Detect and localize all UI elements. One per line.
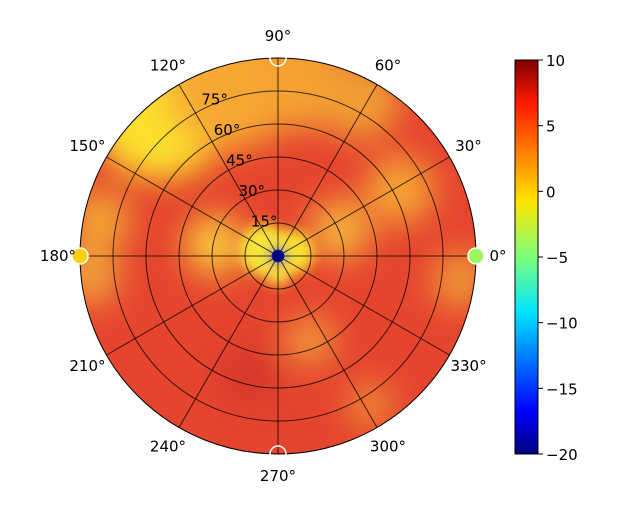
marker-open <box>269 445 287 463</box>
angular-tick-label: 270° <box>260 467 296 485</box>
colorbar-tick-label: 10 <box>546 52 565 70</box>
colorbar-tick-label: −10 <box>546 315 578 333</box>
colorbar-tick-label: −20 <box>546 446 578 464</box>
angular-tick-label: 180° <box>40 247 76 265</box>
radial-gridline <box>145 123 411 389</box>
angular-tick-label: 300° <box>370 438 406 456</box>
radial-gridline <box>112 90 444 422</box>
colorbar-tick-label: 5 <box>546 118 556 136</box>
angular-tick-label: 240° <box>150 438 186 456</box>
radial-gridline <box>211 189 345 323</box>
polar-grid <box>80 58 476 454</box>
colorbar-ticks: 10 5 0 −5 −10 −15 −20 <box>538 52 578 464</box>
radial-tick-label: 75° <box>201 90 228 108</box>
radial-tick-labels: 15° 30° 45° 60° 75° <box>201 90 277 230</box>
radial-tick-label: 60° <box>214 121 241 139</box>
radial-tick-label: 15° <box>251 213 278 231</box>
angular-tick-label: 0° <box>489 247 506 265</box>
marker-point <box>71 247 89 265</box>
radial-gridline <box>178 156 378 356</box>
markers <box>71 49 485 463</box>
angular-tick-label: 210° <box>69 357 105 375</box>
angular-tick-label: 150° <box>69 137 105 155</box>
angular-tick-label: 60° <box>375 56 402 74</box>
radial-gridline <box>244 222 312 290</box>
heatmap-field <box>80 58 476 454</box>
angular-tick-label: 90° <box>265 27 292 45</box>
radial-tick-label: 45° <box>226 152 253 170</box>
marker-open <box>269 49 287 67</box>
colorbar-tick-label: 0 <box>546 183 556 201</box>
angular-tick-label: 30° <box>455 137 482 155</box>
marker-point <box>467 247 485 265</box>
angular-tick-label: 330° <box>450 357 486 375</box>
angular-tick-label: 120° <box>150 56 186 74</box>
colorbar <box>514 59 539 455</box>
colorbar-tick-label: −15 <box>546 380 578 398</box>
radial-tick-label: 30° <box>238 182 265 200</box>
angular-tick-labels: 0° 30° 60° 90° 120° 150° 180° 210° 240° 270° 300° 3… <box>40 27 507 485</box>
marker-center <box>271 249 285 263</box>
colorbar-tick-label: −5 <box>546 249 568 267</box>
